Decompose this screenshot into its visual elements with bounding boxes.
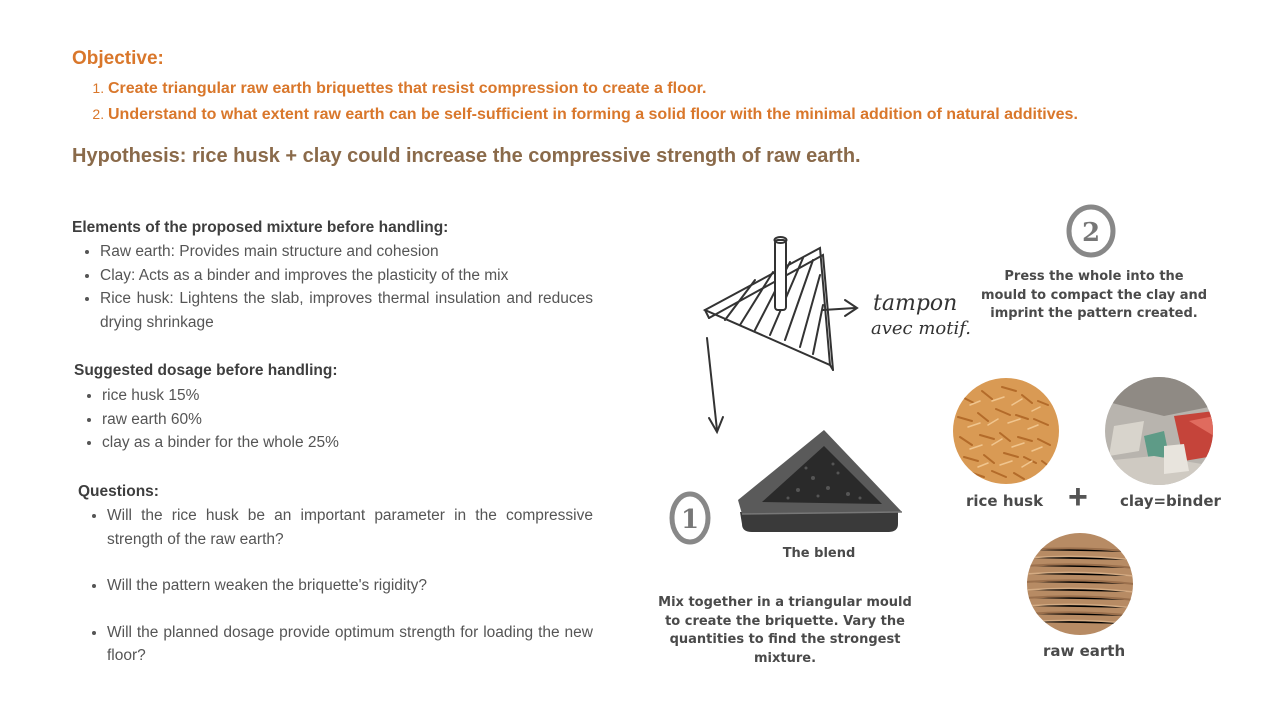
hypothesis: Hypothesis: rice husk + clay could incre…: [72, 145, 861, 167]
blend-label: The blend: [782, 546, 856, 561]
list-item: Raw earth: Provides main structure and c…: [100, 240, 593, 264]
objective-item: Create triangular raw earth briquettes t…: [108, 78, 1078, 99]
step-2-caption: Press the whole into the mould to compac…: [980, 269, 1208, 321]
dosage-title: Suggested dosage before handling:: [74, 362, 338, 379]
raw-earth-image: [1027, 533, 1133, 635]
questions-title: Questions:: [78, 483, 159, 500]
list-item: raw earth 60%: [102, 408, 595, 432]
annotation-line2: avec motif.: [871, 318, 971, 339]
clay-image: [1105, 377, 1213, 485]
objective-item: Understand to what extent raw earth can …: [108, 104, 1078, 125]
list-item: Will the planned dosage provide optimum …: [107, 621, 593, 668]
step-2-badge: 2: [1066, 204, 1116, 258]
stamp-sketch: tampon avec motif.: [702, 236, 971, 435]
list-item: Will the pattern weaken the briquette's …: [107, 574, 593, 598]
step-1-badge: 1: [669, 491, 711, 545]
list-item: Clay: Acts as a binder and improves the …: [100, 264, 593, 288]
list-item: clay as a binder for the whole 25%: [102, 431, 595, 455]
annotation-line1: tampon: [873, 291, 957, 316]
mould-image: [738, 430, 903, 532]
elements-title: Elements of the proposed mixture before …: [72, 219, 449, 236]
elements-list: Raw earth: Provides main structure and c…: [72, 240, 593, 334]
objective-title: Objective:: [72, 48, 164, 69]
clay-label: clay=binder: [1120, 492, 1221, 510]
dosage-list: rice husk 15% raw earth 60% clay as a bi…: [74, 384, 595, 455]
list-item: rice husk 15%: [102, 384, 595, 408]
rice-husk-image: [953, 378, 1059, 484]
questions-list: Will the rice husk be an important param…: [79, 504, 593, 691]
step-1-caption: Mix together in a triangular mould to cr…: [658, 595, 912, 666]
raw-earth-label: raw earth: [1043, 642, 1126, 660]
svg-text:1: 1: [681, 505, 699, 535]
objective-list: Create triangular raw earth briquettes t…: [72, 78, 1078, 130]
plus-sign: +: [1068, 478, 1088, 516]
rice-husk-label: rice husk: [966, 492, 1044, 510]
svg-text:2: 2: [1082, 218, 1100, 248]
list-item: Will the rice husk be an important param…: [107, 504, 593, 551]
list-item: Rice husk: Lightens the slab, improves t…: [100, 287, 593, 334]
